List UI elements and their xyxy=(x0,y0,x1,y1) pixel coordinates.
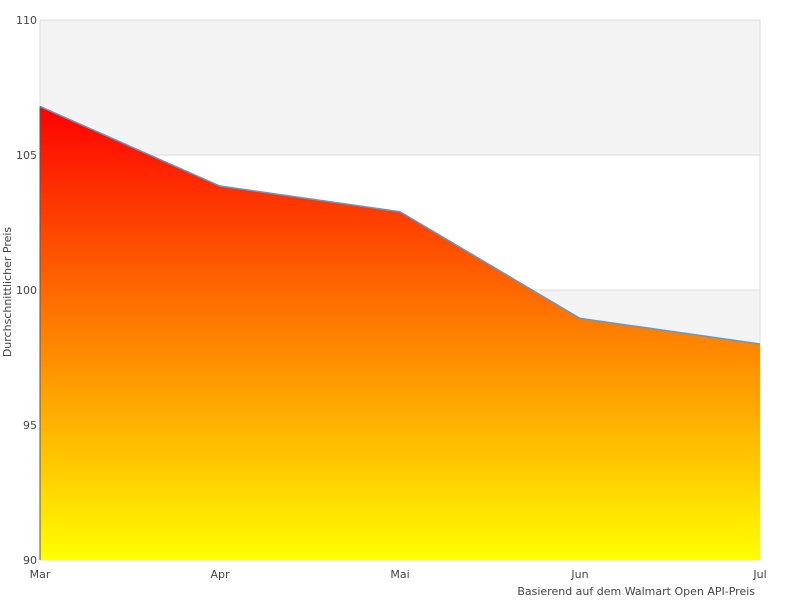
y-tick-label: 110 xyxy=(16,14,37,27)
x-tick-label: Mar xyxy=(30,568,51,581)
x-axis-label: Basierend auf dem Walmart Open API-Preis xyxy=(517,585,755,598)
y-tick-label: 90 xyxy=(23,554,37,567)
x-tick-label: Mai xyxy=(390,568,409,581)
y-axis-label: Durchschnittlicher Preis xyxy=(1,227,14,358)
grid-band xyxy=(40,20,760,155)
y-tick-label: 95 xyxy=(23,419,37,432)
series-line xyxy=(39,105,761,345)
x-tick-label: Apr xyxy=(210,568,230,581)
y-tick-label: 105 xyxy=(16,149,37,162)
x-tick-label: Jul xyxy=(752,568,766,581)
y-tick-label: 100 xyxy=(16,284,37,297)
x-tick-label: Jun xyxy=(570,568,588,581)
area-fill xyxy=(40,106,760,561)
